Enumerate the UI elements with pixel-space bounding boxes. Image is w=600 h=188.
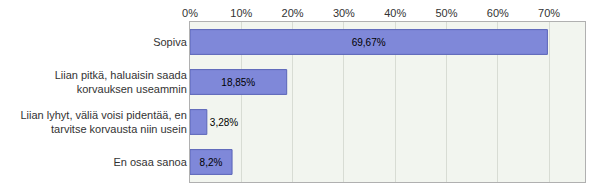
svg-text:Liian pitkä, haluaisin saadako: Liian pitkä, haluaisin saadakorvauksen u… xyxy=(55,69,188,95)
svg-text:20%: 20% xyxy=(282,7,304,19)
svg-text:3,28%: 3,28% xyxy=(210,117,238,128)
svg-text:En osaa sanoa: En osaa sanoa xyxy=(113,156,187,168)
svg-text:10%: 10% xyxy=(230,7,252,19)
svg-text:30%: 30% xyxy=(333,7,355,19)
svg-text:0%: 0% xyxy=(182,7,198,19)
svg-text:50%: 50% xyxy=(435,7,457,19)
svg-text:69,67%: 69,67% xyxy=(352,37,386,48)
svg-text:40%: 40% xyxy=(384,7,406,19)
svg-text:18,85%: 18,85% xyxy=(221,77,255,88)
svg-text:Liian lyhyt, väliä voisi piden: Liian lyhyt, väliä voisi pidentää, entar… xyxy=(20,109,186,135)
svg-text:60%: 60% xyxy=(487,7,509,19)
svg-text:70%: 70% xyxy=(538,7,560,19)
svg-text:Sopiva: Sopiva xyxy=(153,36,188,48)
svg-text:8,2%: 8,2% xyxy=(200,157,223,168)
